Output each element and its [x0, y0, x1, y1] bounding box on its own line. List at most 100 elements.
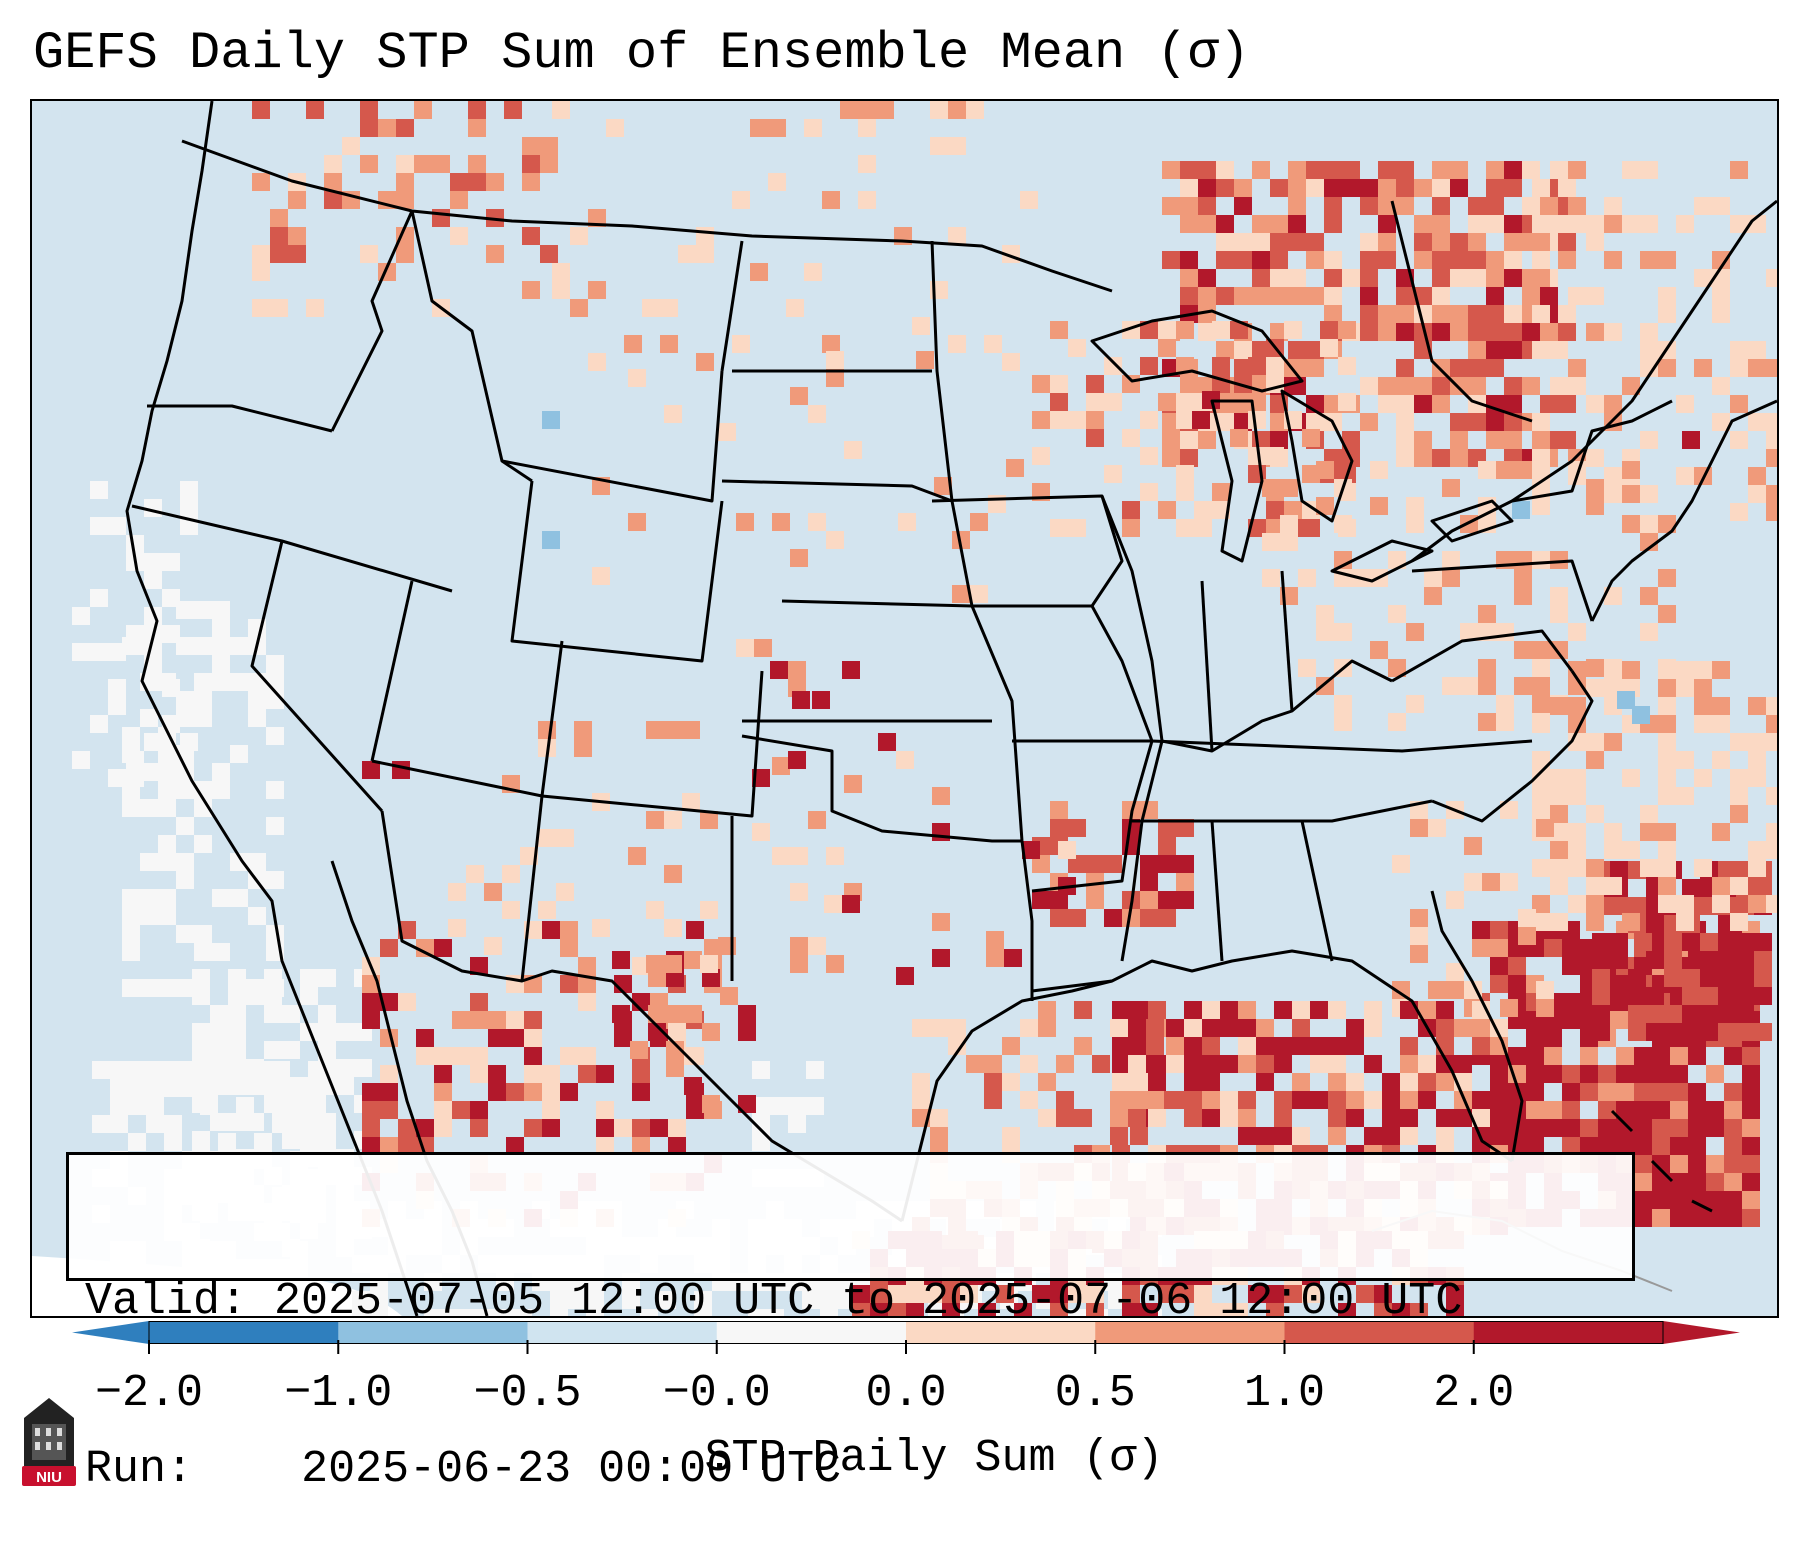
anomaly-cell: [624, 335, 642, 353]
anomaly-cell: [1122, 429, 1140, 447]
anomaly-cell: [1442, 551, 1460, 569]
neutral-cell: [122, 799, 140, 817]
anomaly-cell: [1334, 713, 1352, 731]
anomaly-cell: [1640, 805, 1658, 823]
anomaly-cell: [1122, 375, 1140, 393]
anomaly-cell: [804, 119, 822, 137]
anomaly-cell: [1754, 933, 1772, 951]
anomaly-cell: [1360, 323, 1378, 341]
anomaly-cell: [1346, 1073, 1364, 1091]
anomaly-cell: [1468, 197, 1486, 215]
anomaly-cell: [1748, 769, 1766, 787]
neutral-cell: [158, 979, 176, 997]
anomaly-cell: [1526, 1101, 1544, 1119]
anomaly-cell: [684, 1077, 702, 1095]
anomaly-cell: [1562, 939, 1580, 957]
anomaly-cell: [1562, 1137, 1580, 1155]
anomaly-cell: [1184, 1019, 1202, 1037]
neutral-cell: [192, 987, 210, 1005]
anomaly-cell: [1622, 161, 1640, 179]
anomaly-cell: [678, 245, 696, 263]
california-nevada-border: [250, 540, 384, 813]
anomaly-cell: [522, 281, 540, 299]
neutral-cell: [352, 1309, 370, 1316]
anomaly-cell: [1586, 497, 1604, 515]
anomaly-cell: [700, 955, 718, 973]
anomaly-cell: [362, 993, 380, 1011]
colorbar-extend-high: [1663, 1321, 1740, 1344]
neutral-cell: [210, 1005, 228, 1023]
anomaly-cell: [772, 847, 790, 865]
anomaly-cell: [1562, 1119, 1580, 1137]
anomaly-cell: [1664, 1023, 1682, 1041]
anomaly-cell: [1288, 269, 1306, 287]
anomaly-cell: [1292, 1091, 1310, 1109]
anomaly-cell: [1288, 359, 1306, 377]
anomaly-cell: [1522, 197, 1540, 215]
logo-text: NIU: [36, 1469, 62, 1486]
anomaly-cell: [1432, 305, 1450, 323]
anomaly-cell: [1676, 913, 1694, 931]
anomaly-cell: [1688, 1101, 1706, 1119]
neutral-cell: [230, 673, 248, 691]
neutral-cell: [176, 637, 194, 655]
neutral-cell: [90, 715, 108, 733]
neutral-cell: [622, 1291, 640, 1309]
anomaly-cell: [1724, 1191, 1742, 1209]
anomaly-cell: [434, 939, 452, 957]
anomaly-cell: [888, 1285, 906, 1303]
anomaly-cell: [1414, 251, 1432, 269]
anomaly-cell: [414, 101, 432, 119]
anomaly-cell: [1238, 1037, 1256, 1055]
anomaly-cell: [878, 733, 896, 751]
anomaly-cell: [948, 227, 966, 245]
anomaly-cell: [1486, 341, 1504, 359]
anomaly-cell: [1432, 323, 1450, 341]
anomaly-cell: [1334, 623, 1352, 641]
anomaly-cell: [1634, 1065, 1652, 1083]
neutral-cell: [192, 1023, 210, 1041]
anomaly-cell: [1526, 1119, 1544, 1137]
anomaly-cell: [1104, 855, 1122, 873]
anomaly-cell: [1532, 179, 1550, 197]
anomaly-cell: [1050, 393, 1068, 411]
anomaly-cell: [1220, 1091, 1238, 1109]
neutral-cell: [108, 679, 126, 697]
neutral-cell: [158, 853, 176, 871]
neutral-cell: [766, 1309, 784, 1316]
anomaly-cell: [790, 549, 808, 567]
anomaly-cell: [1310, 1055, 1328, 1073]
anomaly-cell: [596, 1137, 614, 1155]
anomaly-cell: [1598, 1119, 1616, 1137]
anomaly-cell: [1558, 233, 1576, 251]
anomaly-cell: [1184, 1091, 1202, 1109]
gulf-coast-east: [1031, 949, 1513, 1163]
anomaly-cell: [1766, 413, 1777, 431]
neutral-cell: [194, 673, 212, 691]
anomaly-cell: [1432, 215, 1450, 233]
neutral-cell: [694, 1291, 712, 1309]
anomaly-cell: [1140, 357, 1158, 375]
anomaly-cell: [682, 721, 700, 739]
anomaly-cell: [270, 209, 288, 227]
neutral-cell: [1108, 1291, 1126, 1309]
anomaly-cell: [1248, 411, 1266, 429]
anomaly-cell: [1176, 855, 1194, 873]
anomaly-cell: [1586, 913, 1604, 931]
anomaly-cell: [452, 1047, 470, 1065]
anomaly-cell: [1378, 323, 1396, 341]
anomaly-cell: [1634, 1155, 1652, 1173]
anomaly-cell: [1558, 431, 1576, 449]
anomaly-cell: [632, 1065, 650, 1083]
anomaly-cell: [1038, 1019, 1056, 1037]
anomaly-cell: [1450, 359, 1468, 377]
anomaly-cell: [1550, 341, 1568, 359]
neutral-cell: [460, 1309, 478, 1316]
anomaly-cell: [668, 1119, 686, 1137]
anomaly-cell: [650, 1119, 668, 1137]
anomaly-cell: [1550, 215, 1568, 233]
anomaly-cell: [1418, 1001, 1436, 1019]
neutral-cell: [318, 1131, 336, 1149]
anomaly-cell: [1604, 215, 1622, 233]
anomaly-cell: [1086, 873, 1104, 891]
